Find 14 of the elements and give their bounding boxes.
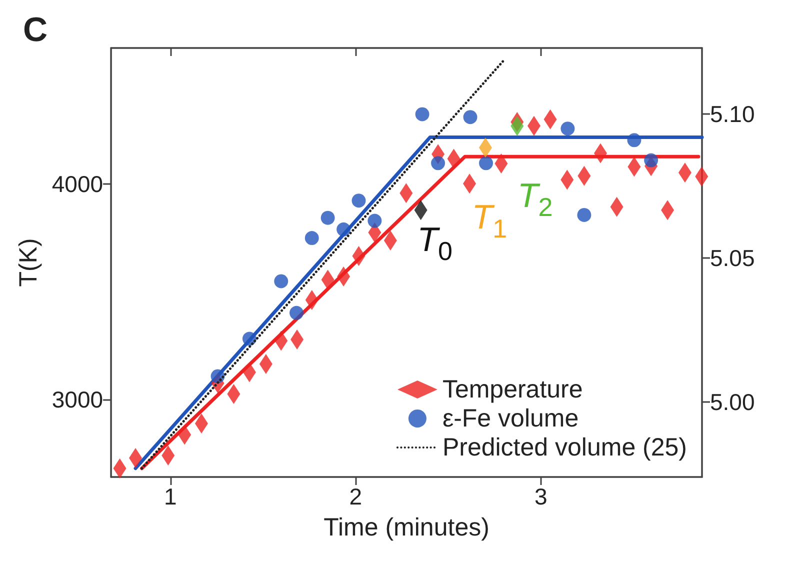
- x-tick-label: 2: [349, 484, 362, 510]
- x-tick-label: 3: [534, 484, 548, 510]
- y-tick-label: 3000: [52, 386, 104, 412]
- x-tick-label: 1: [164, 484, 177, 510]
- y-tick-label: 4000: [52, 170, 104, 197]
- y2-tick-label: 5.05: [710, 245, 755, 272]
- legend-label: Temperature: [442, 376, 583, 404]
- legend-label: Predicted volume (25): [442, 434, 688, 462]
- y2-tick-label: 5.10: [710, 101, 755, 128]
- chart-title: C: [23, 11, 48, 49]
- y2-tick-label: 5.00: [710, 389, 755, 416]
- x-axis-title: Time (minutes): [324, 514, 490, 542]
- y-axis-title: T(K): [14, 238, 42, 287]
- legend-label: ε-Fe volume: [442, 404, 579, 432]
